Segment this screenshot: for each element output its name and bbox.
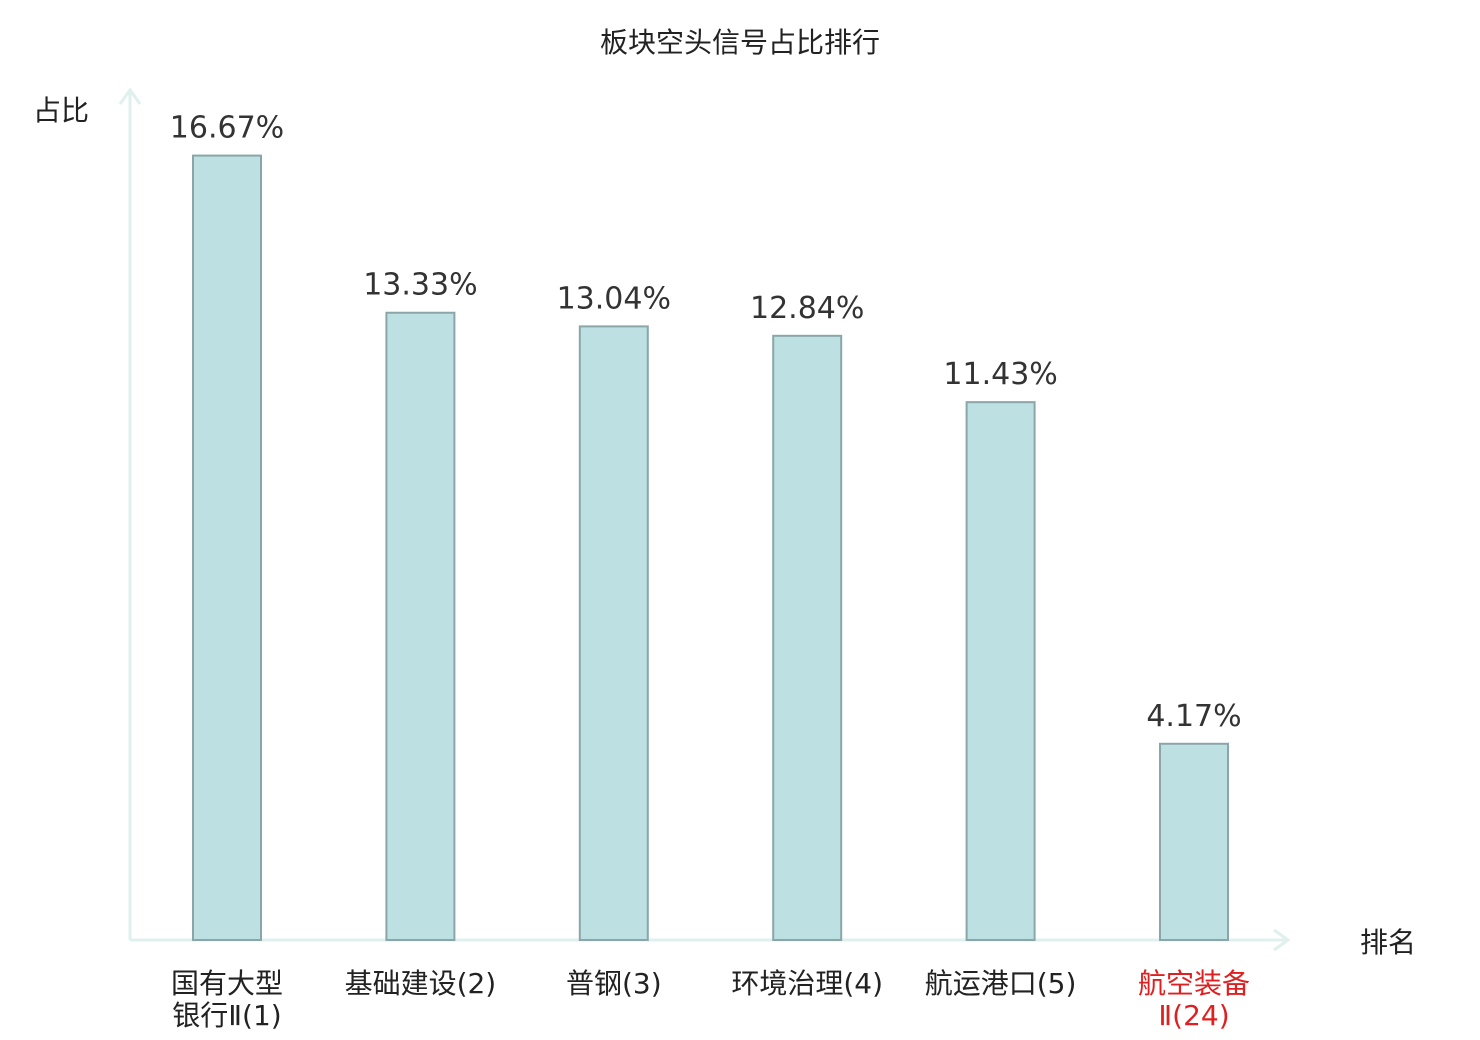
bar-2 (385, 311, 456, 941)
category-label-6: 航空装备 Ⅱ(24) (1138, 967, 1250, 1032)
category-label-1: 国有大型银行Ⅱ(1) (171, 967, 283, 1032)
y-axis-arrow-icon (118, 87, 142, 105)
category-label-3: 普钢(3) (566, 967, 662, 1000)
bar-1 (192, 154, 262, 942)
category-label-line: 航空装备 (1138, 967, 1250, 1000)
value-label-3: 13.04% (557, 281, 671, 316)
category-label-2: 基础建设(2) (345, 967, 497, 1000)
value-label-2: 13.33% (363, 268, 477, 303)
bar-3 (578, 325, 649, 941)
bars-group (192, 154, 1229, 942)
category-label-line: 普钢(3) (566, 967, 662, 1000)
value-label-5: 11.43% (943, 357, 1057, 392)
category-label-line: 基础建设(2) (345, 967, 497, 1000)
category-label-line: 环境治理(4) (731, 967, 883, 1000)
chart-title: 板块空头信号占比排行 (600, 26, 880, 59)
category-label-line: Ⅱ(24) (1158, 999, 1229, 1032)
category-labels-group: 国有大型银行Ⅱ(1) 基础建设(2) 普钢(3) 环境治理(4) 航运港口(5) 航空装备… (171, 967, 1250, 1032)
value-label-4: 12.84% (750, 291, 864, 326)
y-axis-label: 占比 (33, 94, 89, 127)
value-label-6: 4.17% (1146, 699, 1241, 734)
x-axis-arrow-icon (1273, 928, 1291, 952)
bar-4 (772, 334, 843, 942)
bar-5 (965, 401, 1036, 941)
category-label-5: 航运港口(5) (925, 967, 1077, 1000)
category-label-line: 银行Ⅱ(1) (172, 999, 281, 1032)
bar-6 (1159, 742, 1229, 941)
value-labels-group: 16.67% 13.33% 13.04% 12.84% 11.43% 4.17% (170, 111, 1242, 734)
category-label-4: 环境治理(4) (731, 967, 883, 1000)
category-label-line: 航运港口(5) (925, 967, 1077, 1000)
axes (118, 87, 1291, 952)
x-axis-label: 排名 (1360, 926, 1416, 959)
category-label-line: 国有大型 (171, 967, 283, 1000)
value-label-1: 16.67% (170, 111, 284, 146)
